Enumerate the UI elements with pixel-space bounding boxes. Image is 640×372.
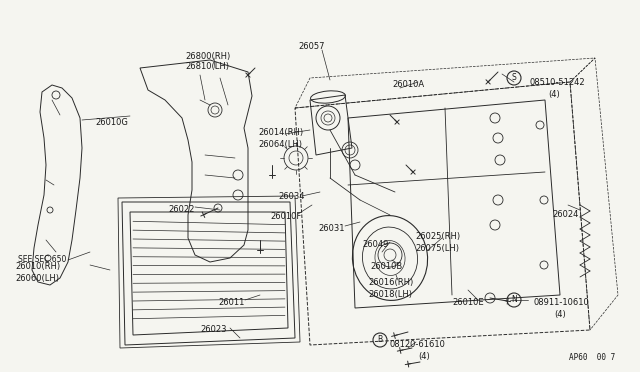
Text: 26025(RH): 26025(RH): [415, 232, 460, 241]
Text: (4): (4): [548, 90, 560, 99]
Text: 26016(RH): 26016(RH): [368, 278, 413, 287]
Text: 26010(RH): 26010(RH): [15, 262, 60, 271]
Text: 26057: 26057: [298, 42, 324, 51]
Text: 26060(LH): 26060(LH): [15, 274, 59, 283]
Text: 08510-51242: 08510-51242: [530, 78, 586, 87]
Text: 26034: 26034: [278, 192, 305, 201]
Text: 26022: 26022: [168, 205, 195, 214]
Text: B: B: [378, 336, 383, 344]
Text: (4): (4): [554, 310, 566, 319]
Text: 26010G: 26010G: [95, 118, 128, 127]
Text: (4): (4): [418, 352, 429, 361]
Text: 26031: 26031: [318, 224, 344, 233]
Text: 26010B: 26010B: [370, 262, 403, 271]
Text: 08120-61610: 08120-61610: [390, 340, 446, 349]
Text: 26018(LH): 26018(LH): [368, 290, 412, 299]
Text: S: S: [511, 74, 516, 83]
Text: 08911-10610: 08911-10610: [533, 298, 589, 307]
Text: 26810(LH): 26810(LH): [185, 62, 229, 71]
Text: 26800(RH): 26800(RH): [185, 52, 230, 61]
Text: 26075(LH): 26075(LH): [415, 244, 459, 253]
Text: 26010E: 26010E: [452, 298, 484, 307]
Text: 26024: 26024: [552, 210, 579, 219]
Text: 26064(LH): 26064(LH): [258, 140, 302, 149]
Text: 26023: 26023: [200, 325, 227, 334]
Text: 26010F: 26010F: [270, 212, 301, 221]
Text: SEE SEC.650: SEE SEC.650: [18, 255, 67, 264]
Text: AP60  00 7: AP60 00 7: [569, 353, 615, 362]
Text: 26049: 26049: [362, 240, 388, 249]
Text: N: N: [511, 295, 517, 305]
Text: 26014(RH): 26014(RH): [258, 128, 303, 137]
Text: 26011: 26011: [218, 298, 244, 307]
Text: 26010A: 26010A: [392, 80, 424, 89]
